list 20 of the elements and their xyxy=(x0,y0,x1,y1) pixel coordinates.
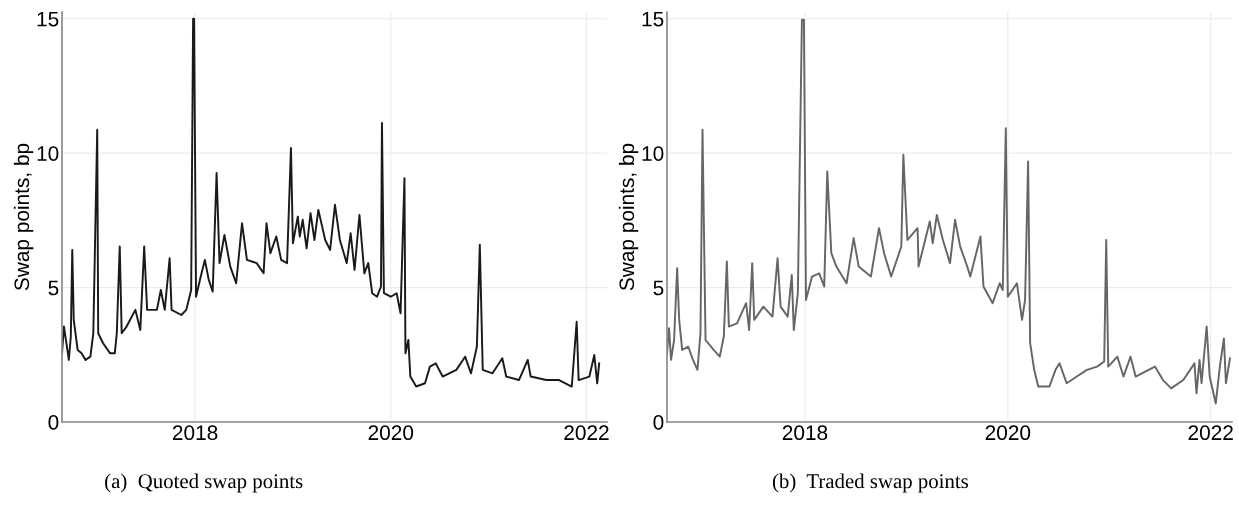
y-tick-label: 10 xyxy=(37,146,59,161)
y-axis-title: Swap points, bp xyxy=(618,143,639,291)
x-tick-label: 2018 xyxy=(172,425,218,441)
y-tick-label: 10 xyxy=(642,146,664,161)
y-tick-label: 15 xyxy=(37,11,59,27)
text: (a) Quoted swap points xyxy=(105,473,303,493)
x-tick-label: 2020 xyxy=(368,425,414,441)
y-axis-title: Swap points, bp xyxy=(13,143,34,291)
y-tick-label: 15 xyxy=(642,11,664,27)
x-tick-label: 2022 xyxy=(1188,425,1233,441)
y-tick-label: 5 xyxy=(48,280,59,296)
x-tick-label: 2022 xyxy=(564,425,609,441)
y-tick-label: 5 xyxy=(653,280,664,296)
x-tick-label: 2018 xyxy=(782,425,828,441)
line-series xyxy=(667,18,1231,405)
y-tick-label: 0 xyxy=(48,415,59,430)
line-series xyxy=(62,17,601,388)
x-tick-label: 2020 xyxy=(985,425,1031,441)
y-tick-label: 0 xyxy=(653,415,664,430)
text: (b) Traded swap points xyxy=(772,473,969,493)
